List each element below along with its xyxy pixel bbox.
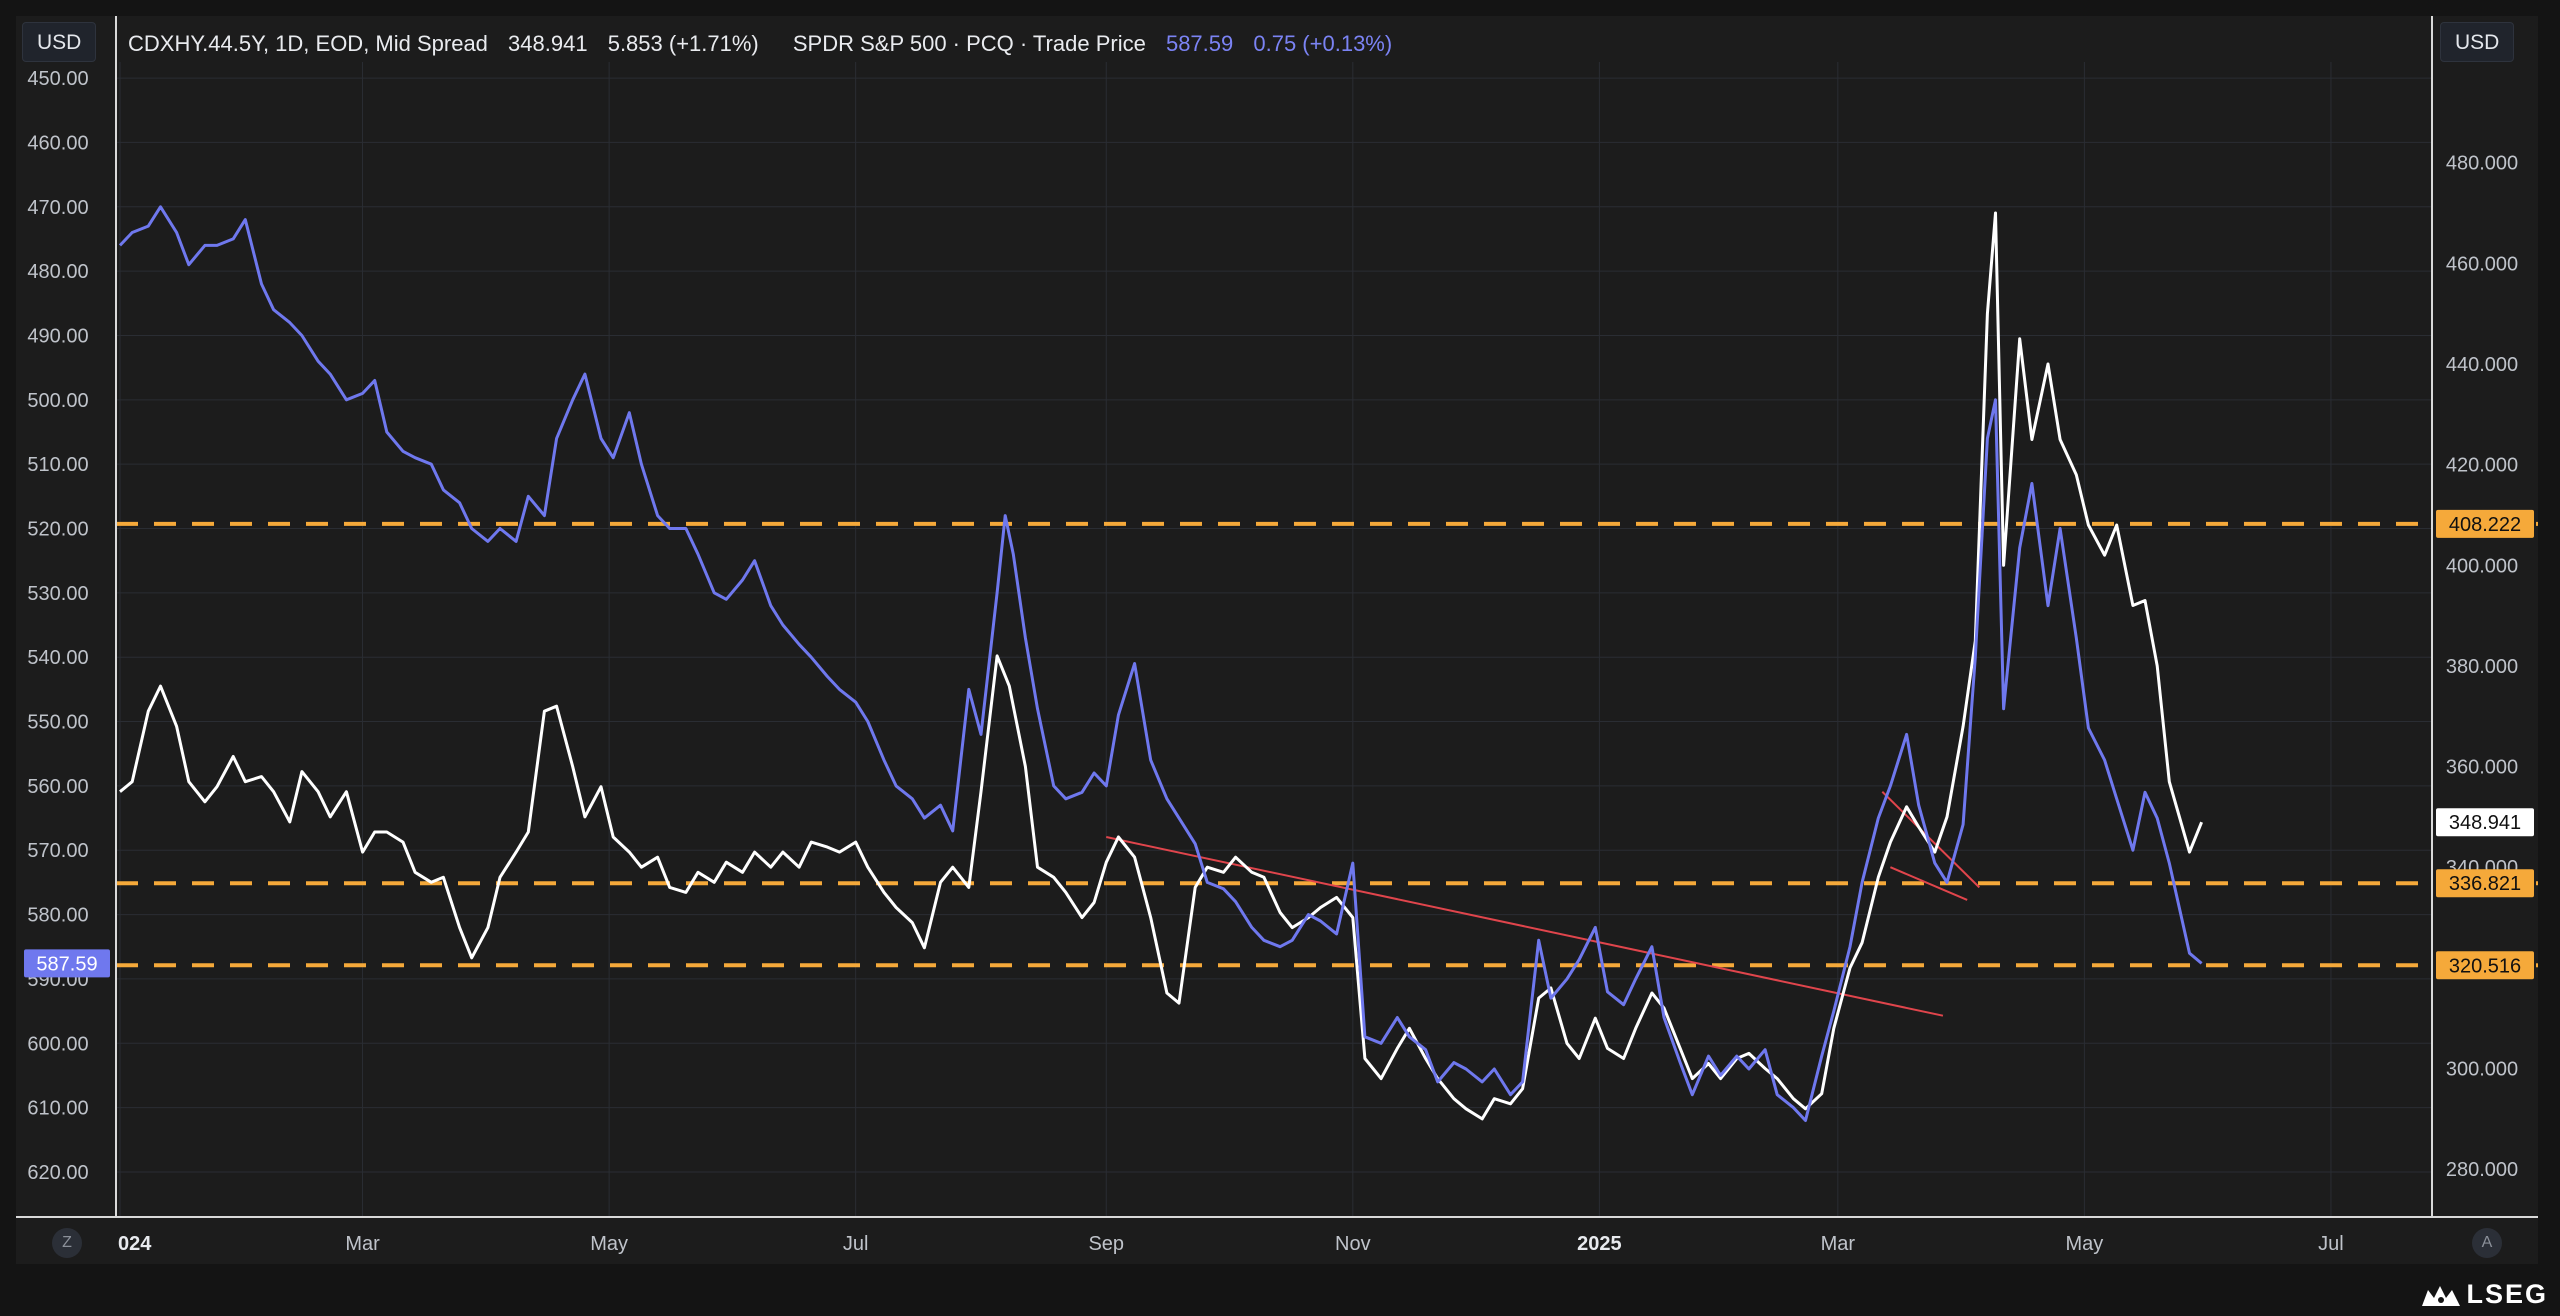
series-legend: CDXHY.44.5Y, 1D, EOD, Mid Spread 348.941… <box>128 26 1398 62</box>
left-currency-chip[interactable]: USD <box>22 22 97 62</box>
left-currency-label: USD <box>37 31 82 54</box>
legend-series1-name: CDXHY.44.5Y, 1D, EOD, Mid Spread <box>128 31 488 56</box>
legend-series1-change: 5.853 (+1.71%) <box>607 31 759 56</box>
zoom-reset-button[interactable]: Z <box>52 1228 82 1258</box>
brand-logo: LSEG <box>2466 1279 2548 1309</box>
right-currency-label: USD <box>2455 31 2500 54</box>
right-currency-chip[interactable]: USD <box>2440 22 2515 62</box>
legend-series2-name: SPDR S&P 500 · PCQ · Trade Price <box>792 31 1146 56</box>
legend-series2-value: 587.59 <box>1165 31 1234 56</box>
legend-series2-change: 0.75 (+0.13%) <box>1253 31 1393 56</box>
lseg-logo-icon <box>2422 1286 2460 1306</box>
chart-frame <box>16 16 2538 1264</box>
auto-scale-label: A <box>2481 1234 2493 1251</box>
auto-scale-button[interactable]: A <box>2472 1228 2502 1258</box>
legend-series1-value: 348.941 <box>508 31 588 56</box>
zoom-reset-label: Z <box>62 1234 72 1251</box>
